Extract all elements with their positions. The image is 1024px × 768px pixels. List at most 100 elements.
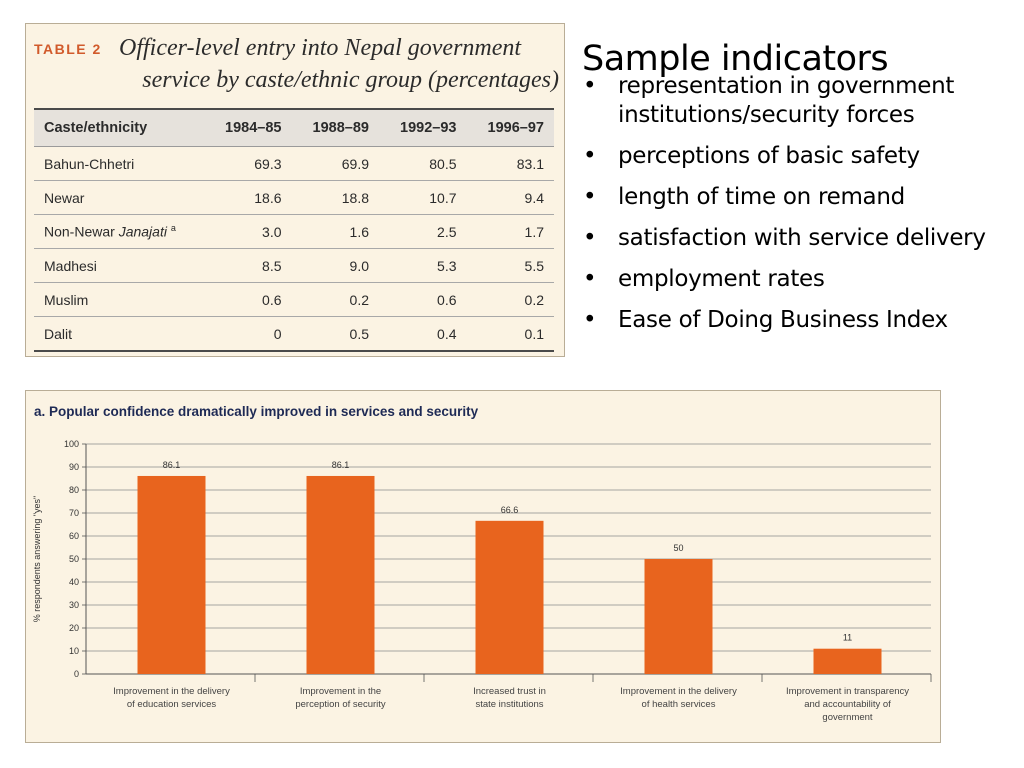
table-cell: 9.4 <box>466 180 554 215</box>
category-label: Improvement in the delivery <box>620 686 737 697</box>
y-tick-label: 100 <box>64 439 79 449</box>
table-title-line1: Officer-level entry into Nepal governmen… <box>119 35 522 61</box>
bar <box>644 559 713 674</box>
column-header: Caste/ethnicity <box>34 108 204 147</box>
footnote-marker: a <box>170 223 176 234</box>
table-cell: 0 <box>204 316 292 352</box>
table-title-line2: service by caste/ethnic group (percentag… <box>142 67 559 93</box>
bar-value-label: 11 <box>843 633 852 643</box>
bar <box>475 520 544 674</box>
bar <box>813 648 882 674</box>
table-cell: 69.9 <box>291 146 379 181</box>
table-cell: 5.3 <box>379 248 467 283</box>
bullet-icon: • <box>583 184 597 210</box>
bar-value-label: 66.6 <box>501 505 519 515</box>
table-title: Officer-level entry into Nepal governmen… <box>119 32 559 96</box>
bar-chart: 0 10 20 30 40 50 60 70 80 90 100 % respondents answ… <box>32 439 932 723</box>
table-row: Madhesi 8.5 9.0 5.3 5.5 <box>34 248 554 283</box>
bar-value-label: 86.1 <box>332 460 350 470</box>
y-tick-label: 0 <box>74 669 79 679</box>
bullet-icon: • <box>583 266 597 292</box>
list-item: • representation in government institutio… <box>580 72 1020 130</box>
y-axis-label: % respondents answering "yes" <box>32 496 42 622</box>
category-label: Improvement in transparency <box>786 686 909 697</box>
category-label: of education services <box>127 699 216 710</box>
table-cell: 0.2 <box>291 282 379 317</box>
bar-value-label: 50 <box>673 543 683 553</box>
row-label: Newar <box>34 180 204 215</box>
table-row: Bahun-Chhetri 69.3 69.9 80.5 83.1 <box>34 146 554 181</box>
row-label: Bahun-Chhetri <box>34 146 204 181</box>
table-cell: 0.1 <box>466 316 554 352</box>
chart-title: a. Popular confidence dramatically impro… <box>34 404 479 419</box>
category-label: Improvement in the delivery <box>113 686 230 697</box>
table-cell: 1.6 <box>291 214 379 249</box>
column-header: 1988–89 <box>291 108 379 147</box>
table-cell: 80.5 <box>379 146 467 181</box>
table-cell: 69.3 <box>204 146 292 181</box>
row-label-text: Non-Newar <box>44 223 115 240</box>
list-item: • perceptions of basic safety <box>580 142 1020 171</box>
table-cell: 0.4 <box>379 316 467 352</box>
row-label: Non-Newar Janajati a <box>34 214 204 249</box>
list-item: • employment rates <box>580 265 1020 294</box>
table-cell: 5.5 <box>466 248 554 283</box>
y-tick-label: 10 <box>69 646 79 656</box>
row-label: Muslim <box>34 282 204 317</box>
category-label: state institutions <box>475 699 543 710</box>
row-label: Madhesi <box>34 248 204 283</box>
table-row: Dalit 0 0.5 0.4 0.1 <box>34 316 554 352</box>
list-item-text: representation in government institution… <box>618 73 955 128</box>
table-row: Muslim 0.6 0.2 0.6 0.2 <box>34 282 554 317</box>
bullet-icon: • <box>583 307 597 333</box>
category-label: of health services <box>642 699 716 710</box>
category-label: Increased trust in <box>473 686 546 697</box>
y-tick-label: 60 <box>69 531 79 541</box>
bar-chart-figure: a. Popular confidence dramatically impro… <box>25 390 941 743</box>
category-label: and accountability of <box>804 699 891 710</box>
y-tick-label: 70 <box>69 508 79 518</box>
table-cell: 18.8 <box>291 180 379 215</box>
category-label: government <box>822 712 873 723</box>
list-item: • Ease of Doing Business Index <box>580 306 1020 335</box>
table-cell: 83.1 <box>466 146 554 181</box>
table-cell: 0.6 <box>204 282 292 317</box>
row-label: Dalit <box>34 316 204 352</box>
bar <box>137 475 206 674</box>
y-tick-label: 80 <box>69 485 79 495</box>
table-row: Non-Newar Janajati a 3.0 1.6 2.5 1.7 <box>34 214 554 249</box>
table-cell: 0.2 <box>466 282 554 317</box>
y-tick-label: 90 <box>69 462 79 472</box>
y-tick-label: 50 <box>69 554 79 564</box>
list-item-text: Ease of Doing Business Index <box>618 307 948 333</box>
table-heading: TABLE 2 Officer-level entry into Nepal g… <box>34 32 560 102</box>
table-figure: TABLE 2 Officer-level entry into Nepal g… <box>25 23 565 357</box>
list-item: • satisfaction with service delivery <box>580 224 1020 253</box>
bullet-icon: • <box>583 73 597 99</box>
list-item-text: satisfaction with service delivery <box>618 225 986 251</box>
bar <box>306 475 375 674</box>
bar-value-label: 86.1 <box>163 460 181 470</box>
table-header-row: Caste/ethnicity 1984–85 1988–89 1992–93 … <box>34 108 554 147</box>
table-cell: 0.6 <box>379 282 467 317</box>
list-item-text: employment rates <box>618 266 825 292</box>
bullet-icon: • <box>583 225 597 251</box>
slide-title: Sample indicators <box>582 39 889 80</box>
category-label: perception of security <box>295 699 386 710</box>
table-cell: 9.0 <box>291 248 379 283</box>
table-cell: 2.5 <box>379 214 467 249</box>
table-cell: 10.7 <box>379 180 467 215</box>
column-header: 1996–97 <box>466 108 554 147</box>
list-item: • length of time on remand <box>580 183 1020 212</box>
indicator-list: • representation in government institutio… <box>580 72 1020 347</box>
list-item-text: length of time on remand <box>618 184 905 210</box>
table-number: TABLE 2 <box>34 41 102 57</box>
table-cell: 0.5 <box>291 316 379 352</box>
table-row: Newar 18.6 18.8 10.7 9.4 <box>34 180 554 215</box>
bullet-icon: • <box>583 143 597 169</box>
list-item-text: perceptions of basic safety <box>618 143 920 169</box>
table-cell: 18.6 <box>204 180 292 215</box>
table-cell: 8.5 <box>204 248 292 283</box>
y-tick-label: 40 <box>69 577 79 587</box>
data-table: Caste/ethnicity 1984–85 1988–89 1992–93 … <box>34 108 554 352</box>
